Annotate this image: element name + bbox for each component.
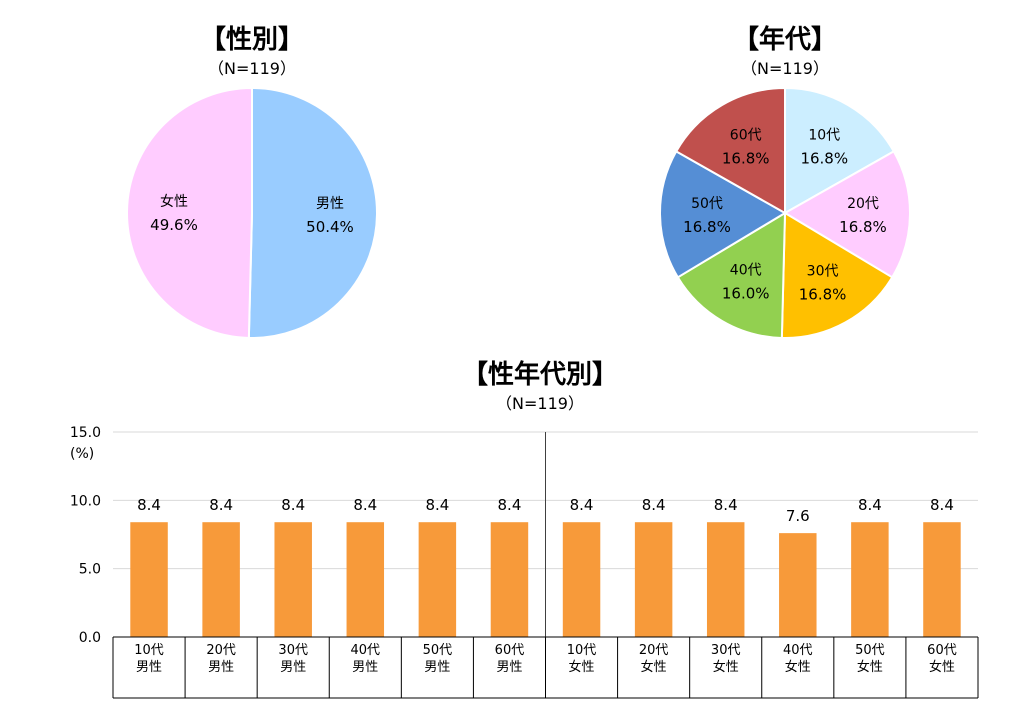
bar-value-label-3: 8.4: [353, 496, 377, 514]
age-pie-slice-label-3: 40代: [730, 262, 762, 278]
category-gender-label-6: 女性: [569, 659, 595, 675]
age-pie-slice-label-5: 60代: [730, 128, 762, 144]
age-pie-slice-3: [676, 211, 787, 339]
bar-11: [923, 522, 961, 637]
y-tick-label: 10.0: [70, 493, 101, 509]
bar-1: [202, 522, 240, 637]
category-gender-label-5: 男性: [496, 660, 522, 675]
y-tick-label: 5.0: [79, 562, 101, 578]
age-pie-slice-0: [784, 86, 896, 215]
category-age-label-9: 40代: [783, 643, 813, 658]
bar-2: [274, 522, 312, 637]
y-tick-label: 15.0: [70, 425, 101, 441]
bar-value-label-6: 8.4: [570, 496, 594, 514]
category-gender-label-9: 女性: [785, 659, 811, 675]
gender-pie-slice-label-1: 女性: [160, 193, 188, 210]
category-age-label-6: 10代: [567, 643, 597, 658]
category-age-label-8: 30代: [711, 643, 741, 658]
bar-value-label-1: 8.4: [209, 496, 233, 514]
gender-pie-slice-0: [247, 86, 378, 339]
gender-pie-slice-label-0: 男性: [316, 196, 344, 212]
age-pie-slice-1: [783, 150, 911, 279]
category-age-label-10: 50代: [855, 643, 885, 658]
bar-chart-subtitle: （N=119）: [496, 394, 584, 413]
age-pie-slice-5: [674, 86, 786, 215]
category-gender-label-4: 男性: [424, 660, 450, 675]
category-age-label-1: 20代: [206, 643, 236, 658]
gender-pie-slice-value-0: 50.4%: [306, 218, 354, 236]
category-age-label-4: 50代: [423, 643, 453, 658]
age-pie-title: 【年代】: [733, 24, 837, 55]
y-tick-label: 0.0: [79, 630, 101, 646]
category-age-label-5: 60代: [495, 643, 525, 658]
age-pie-slice-value-5: 16.8%: [722, 150, 770, 168]
bar-8: [706, 522, 745, 637]
age-pie-slice-4: [659, 150, 787, 279]
category-gender-label-3: 男性: [352, 660, 378, 675]
age-pie-slice-label-4: 50代: [691, 196, 723, 212]
bar-4: [418, 522, 457, 637]
category-age-label-2: 30代: [278, 643, 308, 658]
category-gender-label-1: 男性: [208, 660, 234, 675]
age-pie-slice-value-4: 16.8%: [683, 218, 731, 236]
age-pie-slice-value-3: 16.0%: [722, 284, 770, 302]
age-pie-slice-label-0: 10代: [808, 128, 840, 144]
gender-pie-title: 【性別】: [200, 25, 304, 55]
category-gender-label-10: 女性: [857, 659, 883, 675]
bar-10: [851, 522, 889, 637]
category-gender-label-11: 女性: [929, 659, 955, 675]
age-pie-slice-value-2: 16.8%: [799, 285, 847, 303]
bar-value-label-0: 8.4: [137, 496, 161, 514]
category-gender-label-2: 男性: [280, 660, 306, 675]
category-gender-label-7: 女性: [641, 659, 667, 675]
age-pie-chart: 【年代】 （N=119） 10代 16.8% 20代 16.8% 30代 16.8% 40代…: [659, 24, 911, 339]
bar-value-label-8: 8.4: [714, 496, 738, 514]
category-gender-label-0: 男性: [136, 660, 162, 675]
bar-6: [562, 522, 601, 637]
category-age-label-0: 10代: [134, 643, 164, 658]
age-pie-slice-value-0: 16.8%: [800, 150, 848, 168]
category-age-label-11: 60代: [927, 643, 957, 658]
bar-9: [779, 533, 817, 637]
age-pie-slice-value-1: 16.8%: [839, 218, 887, 236]
age-pie-slice-label-2: 30代: [807, 263, 839, 279]
category-age-label-3: 40代: [351, 643, 381, 658]
gender-age-bar-chart: 【性年代別】 （N=119） 0.0 5.0 10.0 15.0 (%) 8.4 8.4…: [70, 359, 979, 699]
age-pie-slice-2: [780, 211, 894, 339]
bar-value-label-7: 8.4: [642, 496, 666, 514]
gender-pie-subtitle: （N=119）: [208, 59, 296, 78]
category-age-label-7: 20代: [639, 643, 669, 658]
bar-value-label-5: 8.4: [498, 496, 522, 514]
bar-value-label-11: 8.4: [930, 496, 954, 514]
bar-3: [346, 522, 385, 637]
bar-0: [130, 522, 168, 637]
gender-pie-slice-value-1: 49.6%: [150, 216, 198, 234]
bar-7: [634, 522, 673, 637]
gender-pie-slice-1: [125, 86, 253, 339]
bar-value-label-9: 7.6: [786, 507, 810, 525]
age-pie-subtitle: （N=119）: [741, 59, 829, 78]
bar-value-label-4: 8.4: [425, 496, 449, 514]
category-gender-label-8: 女性: [713, 659, 739, 675]
bar-5: [490, 522, 529, 637]
age-pie-slice-label-1: 20代: [847, 196, 879, 212]
bar-value-label-10: 8.4: [858, 496, 882, 514]
gender-pie-chart: 【性別】 （N=119） 男性 50.4% 女性 49.6%: [125, 25, 378, 339]
bar-value-label-2: 8.4: [281, 496, 305, 514]
bar-chart-title: 【性年代別】: [462, 359, 618, 390]
y-axis-unit-label: (%): [70, 446, 94, 462]
